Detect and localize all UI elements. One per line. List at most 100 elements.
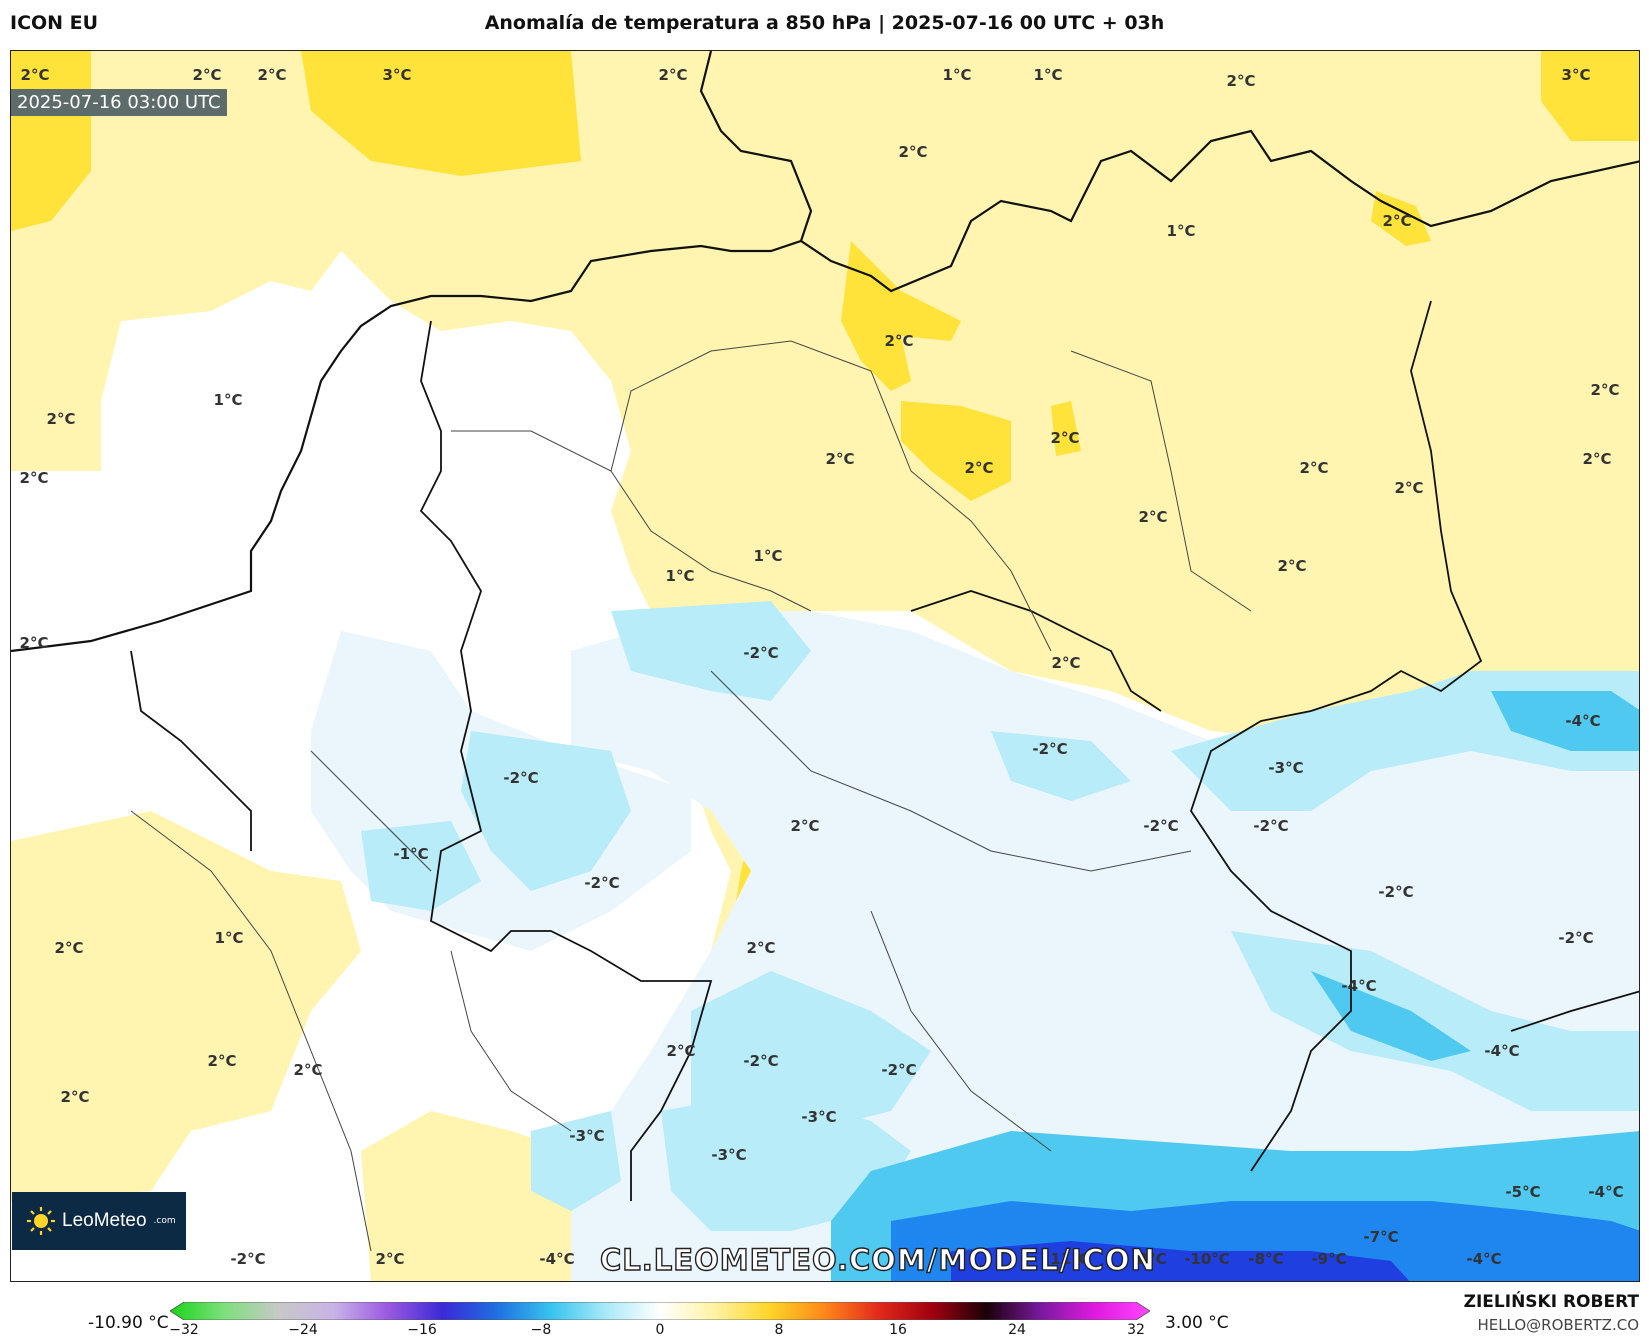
temperature-label: 2°C	[19, 469, 49, 487]
temperature-label: 2°C	[898, 143, 928, 161]
temperature-label: 2°C	[825, 450, 855, 468]
temperature-label: 2°C	[54, 939, 84, 957]
negative-anomaly-area	[611, 601, 811, 701]
strong-anomaly-area	[1051, 401, 1081, 456]
temperature-label: 3°C	[1561, 66, 1591, 84]
temperature-label: 2°C	[1394, 479, 1424, 497]
temperature-label: 2°C	[19, 634, 49, 652]
temperature-label: -4°C	[1341, 977, 1377, 995]
temperature-label: 2°C	[1299, 459, 1329, 477]
logo-domain: .com	[153, 1216, 176, 1226]
positive-anomaly-area	[11, 811, 361, 1201]
temperature-label: -4°C	[1588, 1183, 1624, 1201]
positive-anomaly-area	[361, 1111, 571, 1281]
temperature-label: 1°C	[214, 929, 244, 947]
temperature-label: 2°C	[1138, 508, 1168, 526]
temperature-label: 2°C	[192, 66, 222, 84]
temperature-label: -2°C	[230, 1250, 266, 1268]
author-email[interactable]: HELLO@ROBERTZ.CO	[1477, 1316, 1639, 1334]
colorbar-max-label: 3.00 °C	[1165, 1313, 1229, 1333]
map-frame: 2025-07-16 03:00 UTC 2°C 2°C 2°C 3°C 2°C 1°C 1…	[10, 50, 1640, 1282]
temperature-label: 2°C	[666, 1042, 696, 1060]
temperature-label: -1°C	[393, 845, 429, 863]
positive-anomaly-area	[11, 51, 1639, 741]
temperature-label: -5°C	[1505, 1183, 1541, 1201]
temperature-label: 2°C	[20, 66, 50, 84]
valid-time-badge: 2025-07-16 03:00 UTC	[11, 89, 227, 116]
temperature-label: 1°C	[1033, 66, 1063, 84]
leometeo-logo[interactable]: LeoMeteo .com	[12, 1192, 186, 1250]
temperature-label: 2°C	[1050, 429, 1080, 447]
temperature-label: 2°C	[1382, 212, 1412, 230]
temperature-label: 2°C	[1582, 450, 1612, 468]
temperature-label: 2°C	[1051, 654, 1081, 672]
temperature-label: 2°C	[293, 1061, 323, 1079]
temperature-label: -4°C	[1484, 1042, 1520, 1060]
temperature-label: 2°C	[658, 66, 688, 84]
temperature-label: -8°C	[1131, 1250, 1167, 1268]
colorbar-min-label: -10.90 °C	[88, 1313, 169, 1333]
colorbar-tick-label: 24	[1008, 1322, 1026, 1338]
strong-anomaly-area	[1541, 51, 1639, 141]
author-name: ZIELIŃSKI ROBERT	[1463, 1292, 1639, 1312]
temperature-label: 2°C	[964, 459, 994, 477]
temperature-label: -4°C	[1565, 712, 1601, 730]
negative-anomaly-area	[1491, 691, 1639, 751]
temperature-label: 2°C	[207, 1052, 237, 1070]
colorbar-tick-label: 0	[655, 1322, 665, 1338]
colorbar-tick-label: 16	[889, 1322, 907, 1338]
model-name: ICON EU	[10, 12, 99, 34]
sun-icon	[27, 1207, 55, 1235]
temperature-label: 2°C	[46, 410, 76, 428]
map-title: Anomalía de temperatura a 850 hPa | 2025…	[484, 12, 1165, 34]
colorbar-tick-label: −32	[169, 1322, 199, 1338]
temperature-label: -8°C	[1248, 1250, 1284, 1268]
temperature-label: -2°C	[743, 644, 779, 662]
strong-anomaly-area	[901, 401, 1011, 501]
strong-anomaly-area	[1371, 191, 1431, 246]
strong-anomaly-area	[301, 51, 581, 176]
temperature-label: -2°C	[743, 1052, 779, 1070]
temperature-label: 1°C	[213, 391, 243, 409]
temperature-label: -3°C	[1268, 759, 1304, 777]
temperature-label: 1°C	[753, 547, 783, 565]
temperature-label: -2°C	[1032, 740, 1068, 758]
coastline	[11, 51, 1639, 653]
temperature-label: -3°C	[569, 1127, 605, 1145]
temperature-label: 1°C	[665, 567, 695, 585]
temperature-label: 2°C	[60, 1088, 90, 1106]
temperature-label: 2°C	[1226, 72, 1256, 90]
temperature-label: -4°C	[539, 1250, 575, 1268]
logo-name: LeoMeteo	[62, 1210, 147, 1231]
negative-anomaly-area	[531, 1111, 621, 1211]
regional-border	[130, 340, 1252, 1252]
anomaly-map	[11, 51, 1639, 1281]
temperature-label: 2°C	[1590, 381, 1620, 399]
colorbar-tick-label: 32	[1127, 1322, 1145, 1338]
temperature-label: 2°C	[790, 817, 820, 835]
colorbar	[170, 1302, 1150, 1320]
negative-anomaly-area	[991, 731, 1131, 801]
temperature-label: -4°C	[1466, 1250, 1502, 1268]
negative-anomaly-area	[361, 821, 481, 911]
temperature-label: 11°C	[1050, 1250, 1090, 1268]
strong-anomaly-area	[841, 241, 961, 391]
temperature-label: -10°C	[1184, 1250, 1230, 1268]
temperature-label: -2°C	[881, 1061, 917, 1079]
temperature-label: -3°C	[711, 1146, 747, 1164]
negative-anomaly-area	[461, 731, 631, 891]
colorbar-tick-label: 8	[774, 1322, 784, 1338]
temperature-label: -2°C	[584, 874, 620, 892]
colorbar-tick-label: −24	[288, 1322, 318, 1338]
temperature-label: -2°C	[1378, 883, 1414, 901]
colorbar-tick-label: −16	[407, 1322, 437, 1338]
colorbar-tick-label: −8	[530, 1322, 552, 1338]
temperature-label: 2°C	[746, 939, 776, 957]
temperature-label: 2°C	[257, 66, 287, 84]
temperature-label: 2°C	[375, 1250, 405, 1268]
temperature-label: 3°C	[382, 66, 412, 84]
negative-anomaly-area	[951, 1241, 1410, 1281]
temperature-label: 2°C	[884, 332, 914, 350]
national-border	[130, 300, 1639, 1201]
temperature-label: 2°C	[1277, 557, 1307, 575]
